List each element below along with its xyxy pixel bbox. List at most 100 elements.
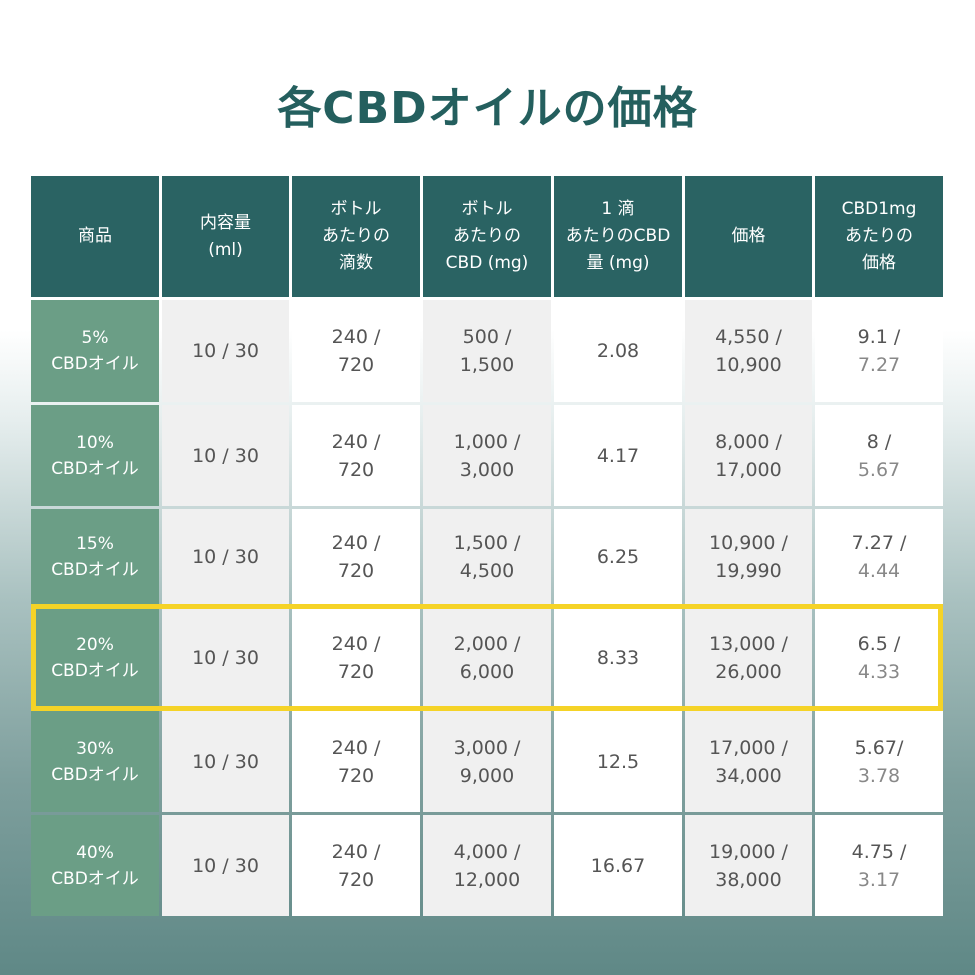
row-header: 20% CBDオイル	[31, 607, 159, 708]
cell-line: 720	[337, 458, 375, 481]
column-header: ボトル あたりの CBD (mg)	[423, 176, 551, 297]
table-cell: 16.67	[554, 815, 682, 916]
table-cell: 4,550 / 10,900	[685, 300, 812, 402]
cell-line: 6.5 /	[857, 632, 901, 655]
row-header: 40% CBDオイル	[31, 815, 159, 916]
table-cell: 500 / 1,500	[423, 300, 551, 402]
cell-line: 8.33	[596, 646, 640, 669]
column-header: 価格	[685, 176, 812, 297]
cell-line: 2,000 /	[453, 632, 521, 655]
cell-line: 720	[337, 868, 375, 891]
cell-line: 5%	[81, 328, 109, 348]
cell-line: あたりのCBD	[565, 226, 671, 246]
cell-line: 4.17	[596, 444, 640, 467]
table-cell: 1,500 / 4,500	[423, 509, 551, 604]
table-cell: 240 / 720	[292, 300, 420, 402]
table-cell: 9.1 / 7.27	[815, 300, 943, 402]
cell-line: 3.17	[857, 868, 901, 891]
cell-line: 3,000 /	[453, 736, 521, 759]
cell-line: ボトル	[461, 199, 513, 219]
cell-line: 10 / 30	[192, 444, 259, 467]
table-cell: 10 / 30	[162, 711, 289, 812]
cell-line: 10 / 30	[192, 340, 259, 362]
cell-line: 240 /	[331, 840, 381, 863]
column-header: CBD1mg あたりの 価格	[815, 176, 943, 297]
table-cell: 10,900 / 19,990	[685, 509, 812, 604]
table-cell: 10 / 30	[162, 509, 289, 604]
cell-line: 10 / 30	[192, 854, 259, 877]
cell-line: 1,000 /	[453, 430, 521, 453]
cell-line: 2.08	[596, 340, 640, 362]
row-header: 30% CBDオイル	[31, 711, 159, 812]
table-cell: 240 / 720	[292, 509, 420, 604]
cell-line: 20%	[76, 634, 114, 655]
cell-line: 4.33	[857, 660, 901, 683]
cell-line: CBDオイル	[51, 458, 139, 479]
table-cell: 13,000 / 26,000	[685, 607, 812, 708]
cell-line: 滴数	[339, 253, 373, 273]
column-header: 商品	[31, 176, 159, 297]
cell-line: CBD1mg	[841, 199, 917, 219]
cell-line: 720	[337, 764, 375, 787]
cell-line: あたりの	[845, 226, 913, 246]
cell-line: 7.27 /	[851, 531, 907, 554]
table-cell: 4.17	[554, 405, 682, 506]
cell-line: 4.75 /	[851, 840, 907, 863]
table-cell: 7.27 / 4.44	[815, 509, 943, 604]
table-cell: 8 / 5.67	[815, 405, 943, 506]
table-cell: 17,000 / 34,000	[685, 711, 812, 812]
cell-line: ボトル	[330, 199, 382, 219]
cell-line: 720	[337, 354, 375, 376]
cell-line: 19,000 /	[709, 840, 788, 863]
cell-line: 8 /	[866, 430, 892, 453]
table-cell: 6.5 / 4.33	[815, 607, 943, 708]
cell-line: 38,000	[715, 868, 782, 891]
cell-line: 10,900	[715, 354, 782, 376]
table-cell: 2,000 / 6,000	[423, 607, 551, 708]
column-header: 内容量 (ml)	[162, 176, 289, 297]
cell-line: 12,000	[453, 868, 521, 891]
cell-line: 3,000	[459, 458, 515, 481]
cell-line: 12.5	[596, 750, 640, 773]
cell-line: 7.27	[857, 354, 901, 376]
column-header: 1 滴あたりのCBD 量 (mg)	[554, 176, 682, 297]
cell-line: 6.25	[596, 545, 640, 568]
cell-line: 19,990	[715, 559, 782, 582]
table-cell: 240 / 720	[292, 607, 420, 708]
table-cell: 240 / 720	[292, 711, 420, 812]
cell-line: 商品	[78, 226, 112, 246]
cell-line: CBDオイル	[51, 764, 139, 785]
table-cell: 2.08	[554, 300, 682, 402]
cell-line: 40%	[76, 842, 114, 863]
table-cell: 10 / 30	[162, 815, 289, 916]
cell-line: 1,500 /	[453, 531, 521, 554]
table-cell: 1,000 / 3,000	[423, 405, 551, 506]
cell-line: 内容量	[200, 212, 251, 233]
cell-line: 240 /	[331, 632, 381, 655]
table-cell: 8,000 / 17,000	[685, 405, 812, 506]
cell-line: 10 / 30	[192, 750, 259, 773]
row-header: 10% CBDオイル	[31, 405, 159, 506]
cell-line: 720	[337, 660, 375, 683]
cell-line: 4,000 /	[453, 840, 521, 863]
table-cell: 4,000 / 12,000	[423, 815, 551, 916]
table-cell: 4.75 / 3.17	[815, 815, 943, 916]
cell-line: 17,000	[715, 458, 782, 481]
column-header: ボトル あたりの 滴数	[292, 176, 420, 297]
cell-line: 1 滴	[601, 199, 635, 219]
table-cell: 240 / 720	[292, 405, 420, 506]
cell-line: 240 /	[331, 736, 381, 759]
table-cell: 3,000 / 9,000	[423, 711, 551, 812]
cell-line: 240 /	[331, 430, 381, 453]
table-cell: 12.5	[554, 711, 682, 812]
cell-line: CBDオイル	[51, 559, 139, 580]
cell-line: 価格	[731, 226, 766, 246]
cell-line: 4,500	[459, 559, 515, 582]
cell-line: 34,000	[715, 764, 782, 787]
cell-line: CBDオイル	[51, 354, 139, 374]
table-cell: 240 / 720	[292, 815, 420, 916]
table-cell: 5.67/3.78	[815, 711, 943, 812]
table-cell: 19,000 / 38,000	[685, 815, 812, 916]
cell-line: 8,000 /	[715, 430, 782, 453]
cell-line: 1,500	[459, 354, 515, 376]
